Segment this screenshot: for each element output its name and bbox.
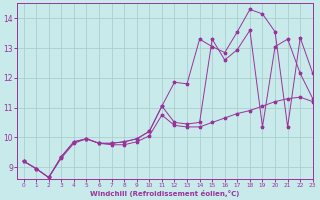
X-axis label: Windchill (Refroidissement éolien,°C): Windchill (Refroidissement éolien,°C) — [90, 190, 240, 197]
